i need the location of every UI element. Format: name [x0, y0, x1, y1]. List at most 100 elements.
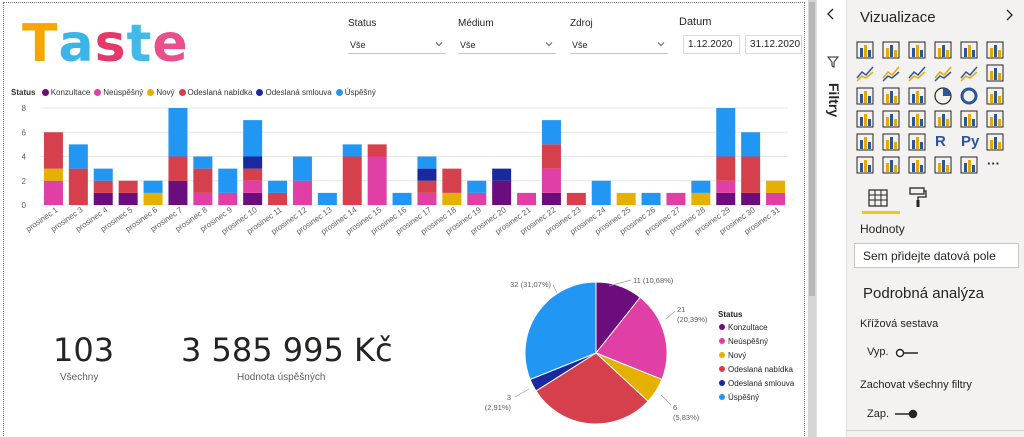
bar-segment[interactable] [666, 192, 686, 205]
bar-segment[interactable] [541, 168, 561, 193]
bar-segment[interactable] [292, 180, 312, 205]
bar-segment[interactable] [193, 156, 213, 169]
bar-segment[interactable] [43, 168, 63, 181]
bar-segment[interactable] [492, 180, 512, 205]
kpi-icon[interactable] [985, 109, 1005, 129]
multirow-card-icon[interactable] [959, 109, 979, 129]
bar-segment[interactable] [442, 168, 462, 193]
bar-segment[interactable] [317, 192, 337, 205]
bar-segment[interactable] [243, 168, 263, 181]
bar-segment[interactable] [193, 168, 213, 193]
bar-segment[interactable] [691, 192, 711, 205]
pie-slice[interactable] [524, 281, 597, 381]
bar-segment[interactable] [43, 180, 63, 205]
pie-legend-label[interactable]: Neúspěšný [728, 337, 768, 346]
legend-item[interactable]: Konzultace [41, 88, 90, 97]
bar-segment[interactable] [467, 180, 487, 193]
line-clustered-column-icon[interactable] [959, 63, 979, 83]
bar-segment[interactable] [292, 156, 312, 181]
powerapps-icon[interactable] [959, 155, 979, 175]
bar-segment[interactable] [741, 156, 761, 193]
bar-segment[interactable] [218, 168, 238, 193]
pie-slice[interactable] [595, 296, 668, 381]
chevron-right-icon[interactable] [1004, 9, 1014, 21]
legend-item[interactable]: Úspěšný [335, 88, 376, 97]
format-paint-roller-icon[interactable] [907, 186, 929, 208]
key-influencers-icon[interactable] [985, 132, 1005, 152]
pie-legend-label[interactable]: Odeslaná smlouva [728, 379, 795, 388]
bar-segment[interactable] [766, 180, 786, 193]
bar-segment[interactable] [392, 192, 412, 205]
date-to-input[interactable]: 31.12.2020 [745, 35, 802, 54]
filters-pane-collapsed[interactable]: Filtry [816, 0, 846, 437]
bar-segment[interactable] [417, 156, 437, 169]
map-icon[interactable] [855, 109, 875, 129]
bar-segment[interactable] [68, 168, 88, 205]
legend-item[interactable]: Neúspěšný [94, 88, 143, 97]
bar-segment[interactable] [741, 132, 761, 157]
fields-tab-icon[interactable] [867, 188, 889, 208]
pie-slice[interactable] [535, 352, 649, 425]
100-bar-icon[interactable] [959, 40, 979, 60]
stacked-column-icon[interactable] [881, 40, 901, 60]
funnel-icon[interactable] [881, 86, 901, 106]
slicer-icon[interactable] [855, 132, 875, 152]
bar-segment[interactable] [93, 192, 113, 205]
bar-segment[interactable] [143, 192, 163, 205]
100-column-icon[interactable] [985, 40, 1005, 60]
table-icon[interactable] [881, 132, 901, 152]
bar-segment[interactable] [741, 192, 761, 205]
bar-segment[interactable] [541, 192, 561, 205]
clustered-column-icon[interactable] [933, 40, 953, 60]
status-slicer[interactable]: Status Vše [348, 18, 446, 54]
treemap-icon[interactable] [985, 86, 1005, 106]
bar-segment[interactable] [143, 180, 163, 193]
bar-segment[interactable] [118, 180, 138, 193]
bar-segment[interactable] [566, 192, 586, 205]
keep-filters-toggle[interactable] [894, 409, 918, 419]
donut-chart-icon[interactable] [959, 86, 979, 106]
zdroj-slicer[interactable]: Zdroj Vše [570, 18, 668, 54]
pie-legend-label[interactable]: Odeslaná nabídka [728, 365, 793, 374]
legend-item[interactable]: Nový [147, 88, 175, 97]
python-visual-icon[interactable]: Py [959, 132, 979, 152]
bar-segment[interactable] [168, 156, 188, 181]
bar-segment[interactable] [541, 120, 561, 145]
pie-chart[interactable]: 11 (10,68%) 21(20,39%) 6(5,83%) 3(2,91%) 32 … [485, 267, 805, 437]
pie-chart-icon[interactable] [933, 86, 953, 106]
bar-segment[interactable] [193, 192, 213, 205]
bar-segment[interactable] [716, 192, 736, 205]
zdroj-dropdown[interactable]: Vše [570, 37, 668, 54]
bar-segment[interactable] [691, 180, 711, 193]
more-icon[interactable]: ··· [985, 155, 1005, 175]
bar-segment[interactable] [342, 144, 362, 157]
bar-segment[interactable] [442, 192, 462, 205]
bar-segment[interactable] [118, 192, 138, 205]
bar-segment[interactable] [243, 156, 263, 169]
status-dropdown[interactable]: Vše [348, 37, 446, 54]
bar-segment[interactable] [243, 192, 263, 205]
cross-report-toggle[interactable] [895, 348, 919, 358]
chevron-left-icon[interactable] [826, 8, 836, 20]
waterfall-icon[interactable] [855, 86, 875, 106]
pie-legend-label[interactable]: Konzultace [728, 323, 768, 332]
legend-item[interactable]: Odeslaná nabídka [178, 88, 252, 97]
bar-segment[interactable] [68, 144, 88, 169]
bar-segment[interactable] [168, 108, 188, 157]
bar-segment[interactable] [467, 192, 487, 205]
bar-segment[interactable] [641, 192, 661, 205]
bar-segment[interactable] [517, 192, 537, 205]
bar-segment[interactable] [43, 132, 63, 169]
bar-segment[interactable] [417, 168, 437, 181]
decomposition-tree-icon[interactable] [855, 155, 875, 175]
legend-item[interactable]: Odeslaná smlouva [256, 88, 332, 97]
narrative-icon[interactable] [907, 155, 927, 175]
bar-segment[interactable] [93, 180, 113, 193]
bar-segment[interactable] [417, 192, 437, 205]
scatter-icon[interactable] [907, 86, 927, 106]
stacked-area-icon[interactable] [907, 63, 927, 83]
bar-segment[interactable] [268, 192, 288, 205]
bar-segment[interactable] [541, 144, 561, 169]
stacked-bar-icon[interactable] [855, 40, 875, 60]
